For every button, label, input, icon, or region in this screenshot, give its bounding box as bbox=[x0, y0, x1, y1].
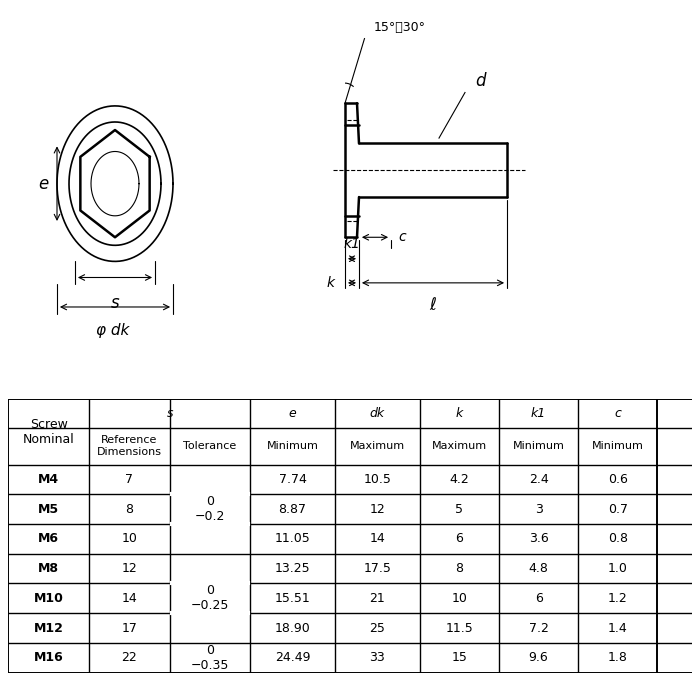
Text: 0.8: 0.8 bbox=[608, 533, 628, 546]
Text: M16: M16 bbox=[34, 651, 64, 665]
Text: M5: M5 bbox=[38, 503, 60, 516]
Text: 7.2: 7.2 bbox=[528, 621, 549, 635]
Text: M6: M6 bbox=[38, 533, 60, 546]
Text: Maximum: Maximum bbox=[432, 441, 487, 451]
Text: 0
−0.35: 0 −0.35 bbox=[191, 644, 229, 672]
Text: e: e bbox=[288, 407, 297, 420]
Text: Minimum: Minimum bbox=[267, 441, 318, 451]
Text: 0.6: 0.6 bbox=[608, 473, 628, 486]
Text: s: s bbox=[111, 293, 119, 312]
Text: 12: 12 bbox=[370, 503, 385, 516]
Text: 14: 14 bbox=[370, 533, 385, 546]
Text: 4.2: 4.2 bbox=[449, 473, 469, 486]
Text: Minimum: Minimum bbox=[592, 441, 644, 451]
Text: 7: 7 bbox=[125, 473, 133, 486]
Text: k: k bbox=[456, 407, 463, 420]
Text: 10.5: 10.5 bbox=[363, 473, 391, 486]
Text: dk: dk bbox=[370, 407, 385, 420]
Text: 17.5: 17.5 bbox=[363, 562, 391, 575]
Text: k: k bbox=[327, 276, 335, 290]
Text: 17: 17 bbox=[121, 621, 137, 635]
Text: M10: M10 bbox=[34, 592, 64, 605]
Text: ℓ: ℓ bbox=[430, 296, 436, 314]
Text: Reference
Dimensions: Reference Dimensions bbox=[97, 435, 162, 457]
Text: 8: 8 bbox=[455, 562, 463, 575]
Text: 12: 12 bbox=[122, 562, 137, 575]
Text: 7.74: 7.74 bbox=[279, 473, 307, 486]
Text: 1.4: 1.4 bbox=[608, 621, 628, 635]
Text: 0
−0.25: 0 −0.25 bbox=[191, 584, 229, 612]
Text: 10: 10 bbox=[121, 533, 137, 546]
Text: 15: 15 bbox=[452, 651, 467, 665]
Text: 1.2: 1.2 bbox=[608, 592, 628, 605]
Text: M12: M12 bbox=[34, 621, 64, 635]
Text: 8.87: 8.87 bbox=[279, 503, 307, 516]
Text: 15°～30°: 15°～30° bbox=[374, 20, 426, 34]
Text: 11.05: 11.05 bbox=[274, 533, 311, 546]
Text: 0
−0.2: 0 −0.2 bbox=[195, 495, 225, 523]
Text: c: c bbox=[615, 407, 622, 420]
Text: M4: M4 bbox=[38, 473, 60, 486]
Text: 4.8: 4.8 bbox=[528, 562, 549, 575]
Text: s: s bbox=[167, 407, 173, 420]
Text: M8: M8 bbox=[38, 562, 60, 575]
Text: 0.7: 0.7 bbox=[608, 503, 628, 516]
Text: 13.25: 13.25 bbox=[275, 562, 310, 575]
Text: 25: 25 bbox=[370, 621, 385, 635]
Text: 18.90: 18.90 bbox=[274, 621, 311, 635]
Text: Maximum: Maximum bbox=[350, 441, 405, 451]
Text: k1: k1 bbox=[344, 237, 360, 251]
Text: 8: 8 bbox=[125, 503, 133, 516]
Text: 10: 10 bbox=[452, 592, 467, 605]
Text: 5: 5 bbox=[455, 503, 463, 516]
Text: 21: 21 bbox=[370, 592, 385, 605]
Text: 3: 3 bbox=[535, 503, 542, 516]
Text: c: c bbox=[398, 231, 405, 244]
Text: e: e bbox=[38, 174, 48, 193]
Text: 1.0: 1.0 bbox=[608, 562, 628, 575]
Text: d: d bbox=[475, 72, 486, 90]
Text: k1: k1 bbox=[531, 407, 546, 420]
Text: 22: 22 bbox=[122, 651, 137, 665]
Text: 6: 6 bbox=[456, 533, 463, 546]
Text: 24.49: 24.49 bbox=[275, 651, 310, 665]
Text: 33: 33 bbox=[370, 651, 385, 665]
Text: 9.6: 9.6 bbox=[528, 651, 548, 665]
Text: 6: 6 bbox=[535, 592, 542, 605]
Text: φ dk: φ dk bbox=[97, 323, 130, 338]
Text: 14: 14 bbox=[122, 592, 137, 605]
Text: Tolerance: Tolerance bbox=[183, 441, 237, 451]
Text: Screw
Nominal: Screw Nominal bbox=[23, 418, 75, 445]
Text: 3.6: 3.6 bbox=[528, 533, 548, 546]
Text: 11.5: 11.5 bbox=[445, 621, 473, 635]
Text: 2.4: 2.4 bbox=[528, 473, 548, 486]
Text: Minimum: Minimum bbox=[512, 441, 564, 451]
Text: 1.8: 1.8 bbox=[608, 651, 628, 665]
Text: 15.51: 15.51 bbox=[274, 592, 311, 605]
